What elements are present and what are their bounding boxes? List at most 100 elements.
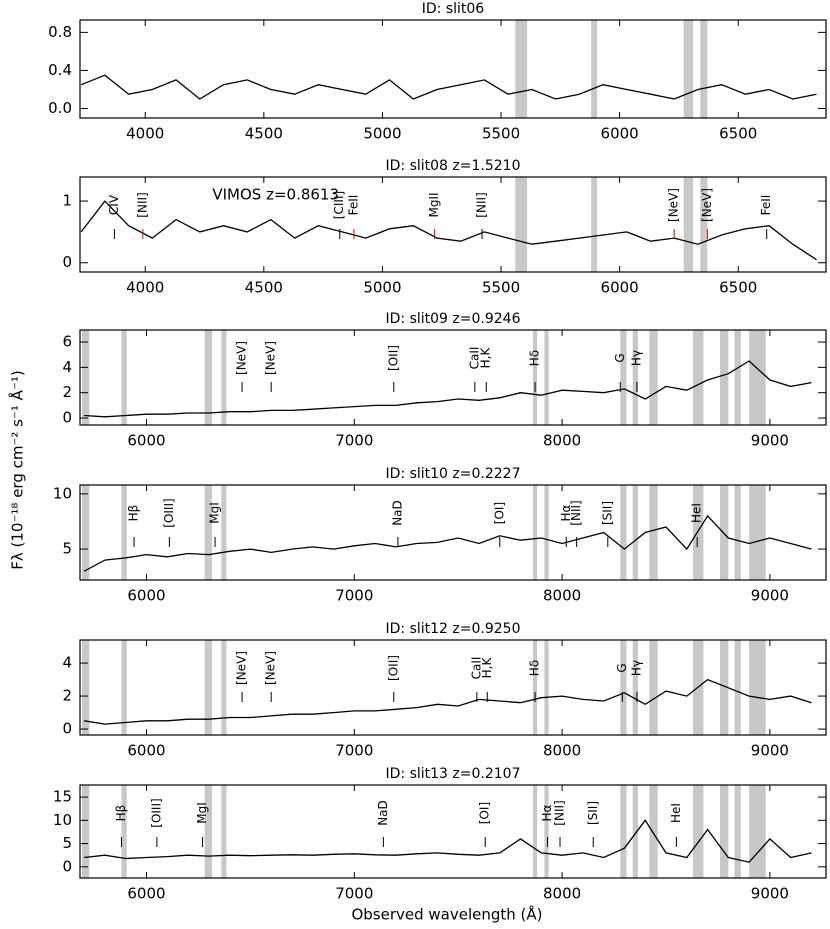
x-tick-label: 9000 — [751, 885, 789, 903]
plot-frame — [79, 176, 827, 273]
plot-frame — [79, 639, 827, 736]
sky-band — [204, 485, 212, 580]
line-label: [NeV] — [264, 651, 278, 685]
x-tick-label: 5500 — [482, 279, 520, 297]
sky-band — [683, 20, 694, 118]
x-tick-label: 9000 — [751, 742, 789, 760]
line-label: [NeV] — [235, 341, 249, 375]
spectrum — [80, 200, 817, 261]
x-tick-label: 8000 — [543, 587, 581, 605]
plot-frame — [79, 484, 827, 581]
sky-band — [632, 330, 638, 425]
y-tick-label: 0.0 — [48, 99, 72, 117]
sky-band — [204, 330, 212, 425]
x-tick-label: 4500 — [245, 125, 283, 143]
sky-band — [533, 785, 538, 878]
sky-band — [693, 485, 704, 580]
line-label: G — [613, 353, 627, 362]
x-tick-label: 6000 — [127, 885, 165, 903]
sky-band — [700, 20, 708, 118]
sky-band — [749, 485, 766, 580]
line-label: [NeV] — [235, 651, 249, 685]
sky-band — [533, 485, 538, 580]
line-label: [OIII] — [162, 498, 176, 527]
panel-subtitle: VIMOS z=0.8613 — [212, 186, 339, 204]
panel-title: ID: slit12 z=0.9250 — [386, 621, 521, 637]
x-tick-label: 6000 — [601, 125, 639, 143]
sky-band — [221, 485, 227, 580]
sky-band — [649, 640, 658, 735]
x-tick-label: 6000 — [127, 587, 165, 605]
y-tick-label: 2 — [62, 383, 72, 401]
line-label: [SII] — [600, 501, 614, 525]
line-label: Hδ — [528, 660, 542, 676]
sky-band — [121, 640, 127, 735]
panel-title: ID: slit08 z=1.5210 — [386, 158, 521, 174]
sky-band — [632, 640, 638, 735]
x-tick-label: 8000 — [543, 432, 581, 450]
line-label: HeI — [690, 503, 704, 523]
spectrum — [84, 678, 812, 725]
sky-band — [720, 640, 729, 735]
line-label: Hα — [540, 804, 554, 821]
y-tick-label: 0 — [62, 409, 72, 427]
sky-band — [591, 177, 598, 272]
x-tick-label: 6000 — [127, 432, 165, 450]
sky-band — [204, 640, 212, 735]
sky-band — [82, 640, 90, 735]
sky-band — [734, 785, 741, 878]
sky-band — [544, 785, 549, 878]
line-label: MgI — [208, 502, 222, 524]
line-label: H,K — [479, 347, 493, 369]
line-label: [OIII] — [149, 798, 163, 827]
spectrum — [84, 819, 812, 863]
x-tick-label: 4000 — [126, 125, 164, 143]
sky-band — [649, 330, 658, 425]
sky-band — [620, 785, 627, 878]
x-tick-label: 4500 — [245, 279, 283, 297]
sky-band — [82, 485, 90, 580]
sky-band — [649, 785, 658, 878]
plot-frame — [79, 784, 827, 879]
sky-band — [544, 485, 549, 580]
line-label: NaD — [376, 800, 390, 826]
line-label: [NeV] — [264, 341, 278, 375]
spectrum — [80, 74, 817, 100]
x-tick-label: 5500 — [482, 125, 520, 143]
x-tick-label: 6000 — [127, 742, 165, 760]
line-label: CaII — [469, 657, 483, 680]
sky-band — [620, 330, 627, 425]
line-label: [OII] — [386, 345, 400, 371]
panel-title: ID: slit10 z=0.2227 — [386, 466, 521, 482]
line-label: [NII] — [475, 192, 489, 217]
y-tick-label: 15 — [53, 788, 72, 806]
x-tick-label: 5000 — [363, 125, 401, 143]
x-tick-label: 7000 — [335, 432, 373, 450]
x-tick-label: 8000 — [543, 742, 581, 760]
line-label: [NeV] — [667, 188, 681, 222]
line-label: G — [615, 663, 629, 672]
sky-band — [720, 785, 729, 878]
spectrum — [84, 360, 812, 418]
x-tick-label: 8000 — [543, 885, 581, 903]
sky-band — [544, 330, 549, 425]
x-tick-label: 7000 — [335, 742, 373, 760]
line-label: [NeV] — [700, 188, 714, 222]
spectrum — [83, 514, 812, 572]
line-label: [CIII] — [332, 191, 346, 219]
line-label: MgII — [427, 192, 441, 217]
x-tick-label: 5000 — [363, 279, 401, 297]
y-tick-label: 0 — [62, 720, 72, 738]
line-label: [NII] — [553, 800, 567, 825]
y-tick-label: 5 — [62, 834, 72, 852]
line-label: H,K — [480, 657, 494, 679]
panel-title: ID: slit09 z=0.9246 — [386, 311, 521, 327]
sky-band — [121, 485, 127, 580]
y-tick-label: 0 — [62, 253, 72, 271]
y-tick-label: 0.8 — [48, 23, 72, 41]
sky-band — [649, 485, 658, 580]
line-label: [OI] — [478, 802, 492, 824]
line-label: Hα — [559, 504, 573, 521]
line-label: Hβ — [114, 805, 128, 822]
